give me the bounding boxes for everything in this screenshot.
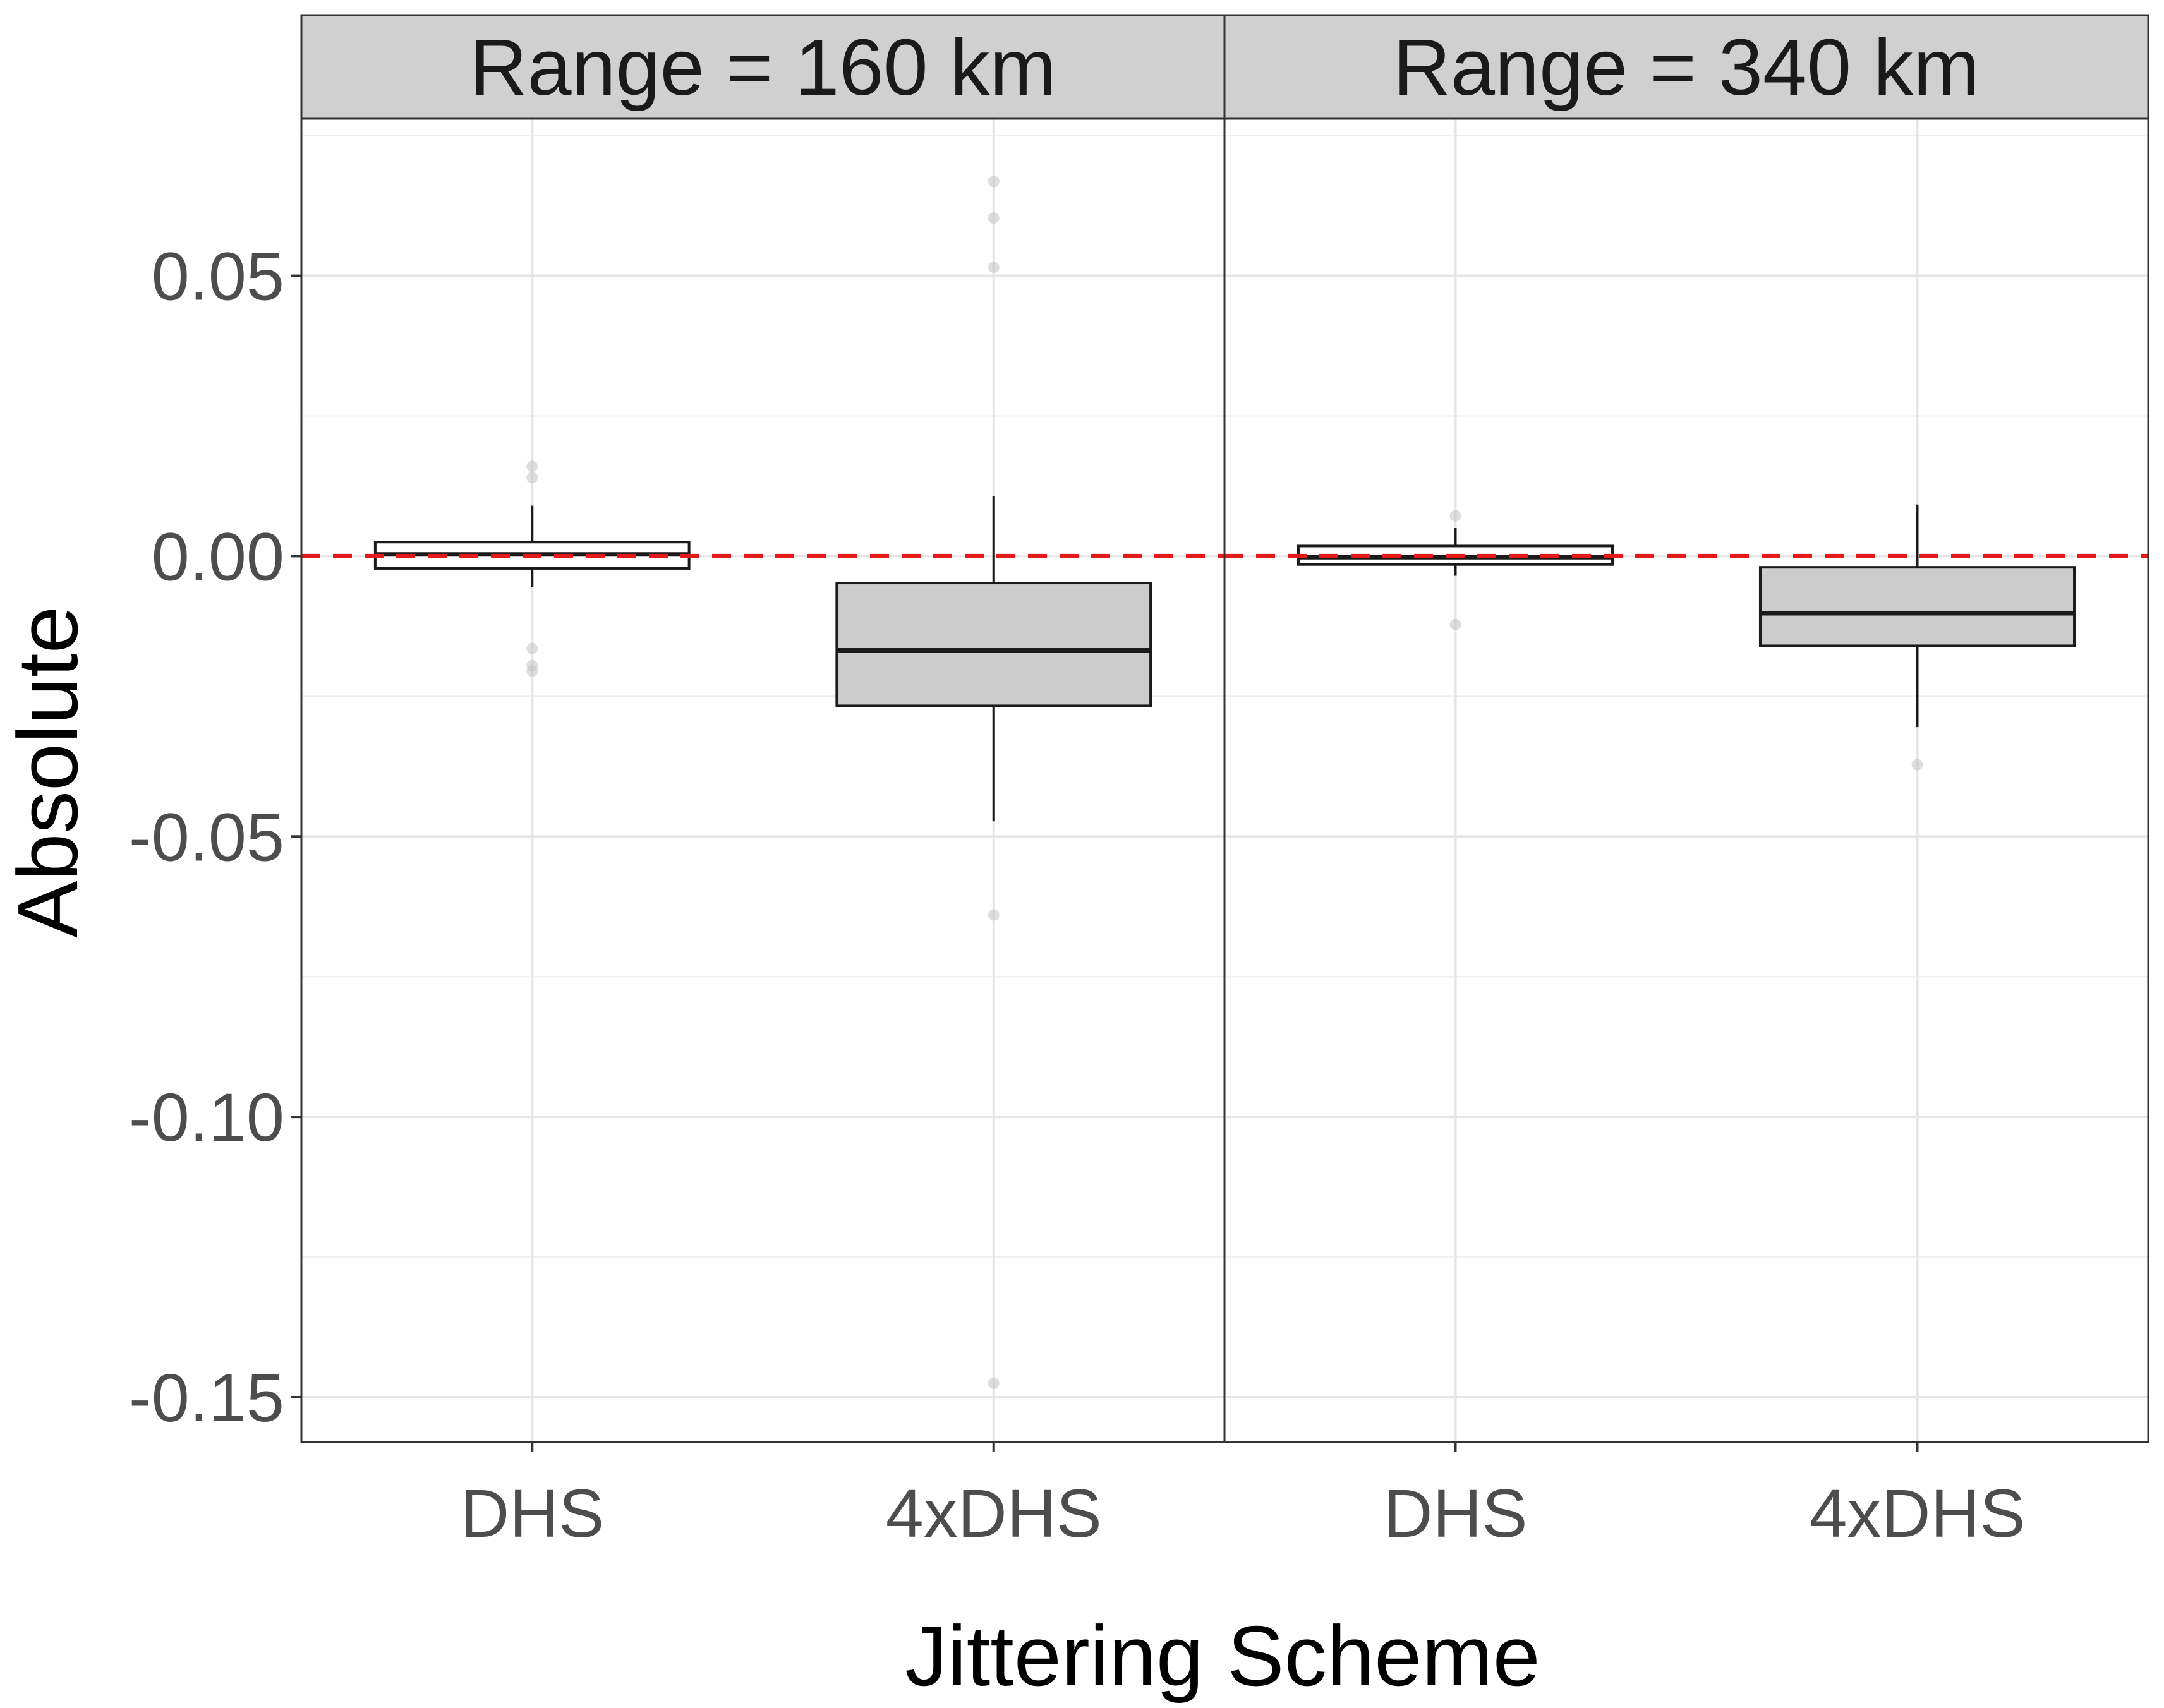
y-tick-label: -0.10 [129, 1079, 284, 1155]
y-tick-label: 0.00 [152, 518, 284, 594]
y-tick-label: 0.05 [152, 238, 284, 315]
panel-background [301, 119, 1224, 1442]
strip-background [300, 14, 1226, 120]
strip-background [1223, 14, 2149, 120]
strip-label: Range = 340 km [1393, 23, 1980, 112]
y-axis: 0.05 0.00 -0.05 -0.10 -0.15 [129, 238, 301, 1436]
iqr-box [835, 582, 1152, 707]
iqr-box [1758, 566, 2076, 647]
outlier-point [988, 1377, 1000, 1389]
outlier-point [1449, 510, 1461, 522]
x-axis-title: Jittering Scheme [905, 1608, 1540, 1704]
panel-1: Range = 160 km DHS 4xDHS [300, 14, 1226, 1551]
x-tick-label: DHS [460, 1475, 604, 1551]
outlier-point [526, 665, 538, 677]
outlier-point [988, 262, 1000, 274]
x-tick-label: 4xDHS [886, 1475, 1102, 1551]
box-4xdhs [835, 176, 1152, 1389]
x-tick-label: DHS [1383, 1475, 1527, 1551]
outlier-point [526, 472, 538, 484]
outlier-point [526, 642, 538, 654]
outlier-point [526, 460, 538, 472]
outlier-point [988, 212, 1000, 224]
panels-layer: Range = 160 km DHS 4xDHS Range = 340 km DHS 4… [300, 14, 2149, 1551]
outlier-point [1449, 618, 1461, 630]
panel-background [1224, 119, 2148, 1442]
y-axis-title: Absolute [0, 606, 95, 937]
y-tick-label: -0.05 [129, 798, 284, 875]
x-tick-label: 4xDHS [1809, 1475, 2025, 1551]
y-tick-label: -0.15 [129, 1359, 284, 1436]
outlier-point [1911, 759, 1923, 771]
strip-label: Range = 160 km [469, 23, 1056, 112]
box-4xdhs [1758, 504, 2076, 771]
outlier-point [988, 909, 1000, 921]
outlier-point [988, 176, 1000, 188]
panel-2: Range = 340 km DHS 4xDHS [1223, 14, 2149, 1551]
